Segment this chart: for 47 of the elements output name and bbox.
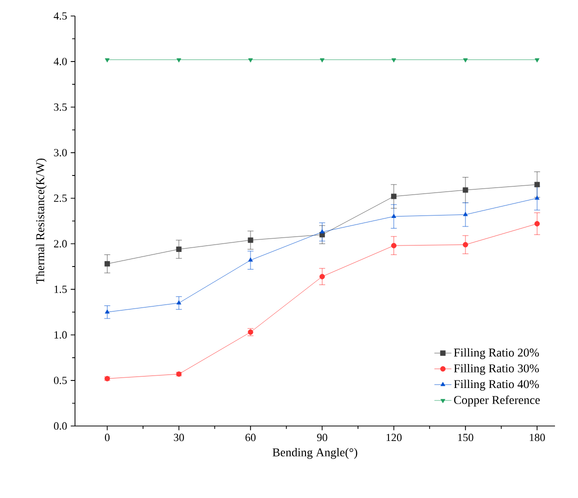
point <box>534 182 540 188</box>
point <box>391 58 396 62</box>
point <box>248 257 253 262</box>
y-tick-label: 2.0 <box>54 240 67 248</box>
point <box>391 194 396 200</box>
x-axis-title: Bending Angle(°) <box>272 448 358 459</box>
point <box>248 237 254 243</box>
x-tick-label: 60 <box>246 434 256 442</box>
x-tick-label: 120 <box>386 434 402 442</box>
y-tick-label: 1.0 <box>54 331 67 339</box>
legend-label: Filling Ratio 20% <box>454 348 539 360</box>
point <box>463 58 468 62</box>
point <box>176 300 182 304</box>
point <box>320 58 325 62</box>
point <box>534 58 540 62</box>
point <box>320 229 325 234</box>
x-tick-label: 150 <box>458 434 474 442</box>
legend-label: Filling Ratio 40% <box>454 380 539 391</box>
point <box>176 58 182 62</box>
x-tick-label: 0 <box>104 434 110 442</box>
legend-label: Filling Ratio 30% <box>454 364 539 375</box>
y-tick-label: 4.5 <box>54 12 67 20</box>
x-tick-label: 90 <box>317 434 328 442</box>
y-tick-label: 4.0 <box>54 58 67 66</box>
point <box>176 246 182 252</box>
point <box>462 242 468 248</box>
y-tick-label: 3.5 <box>54 103 67 111</box>
point <box>248 58 253 62</box>
y-tick-label: 2.5 <box>54 194 67 202</box>
x-tick-label: 30 <box>174 434 184 442</box>
y-axis-title: Thermal Resistance(K/W) <box>36 158 47 284</box>
point <box>534 221 540 226</box>
legend-label: Copper Reference <box>454 396 540 406</box>
point <box>319 274 325 280</box>
point <box>391 242 396 248</box>
point <box>463 212 468 216</box>
point <box>104 261 110 267</box>
x-tick-label: 180 <box>530 434 545 442</box>
point <box>104 309 110 314</box>
y-tick-label: 0.5 <box>54 376 67 384</box>
point <box>462 187 468 193</box>
point <box>534 196 540 200</box>
y-tick-label: 3.0 <box>54 148 67 156</box>
y-tick-label: 1.5 <box>54 286 67 294</box>
y-tick-label: 0.0 <box>54 422 67 430</box>
point <box>104 58 110 62</box>
point <box>391 214 396 218</box>
